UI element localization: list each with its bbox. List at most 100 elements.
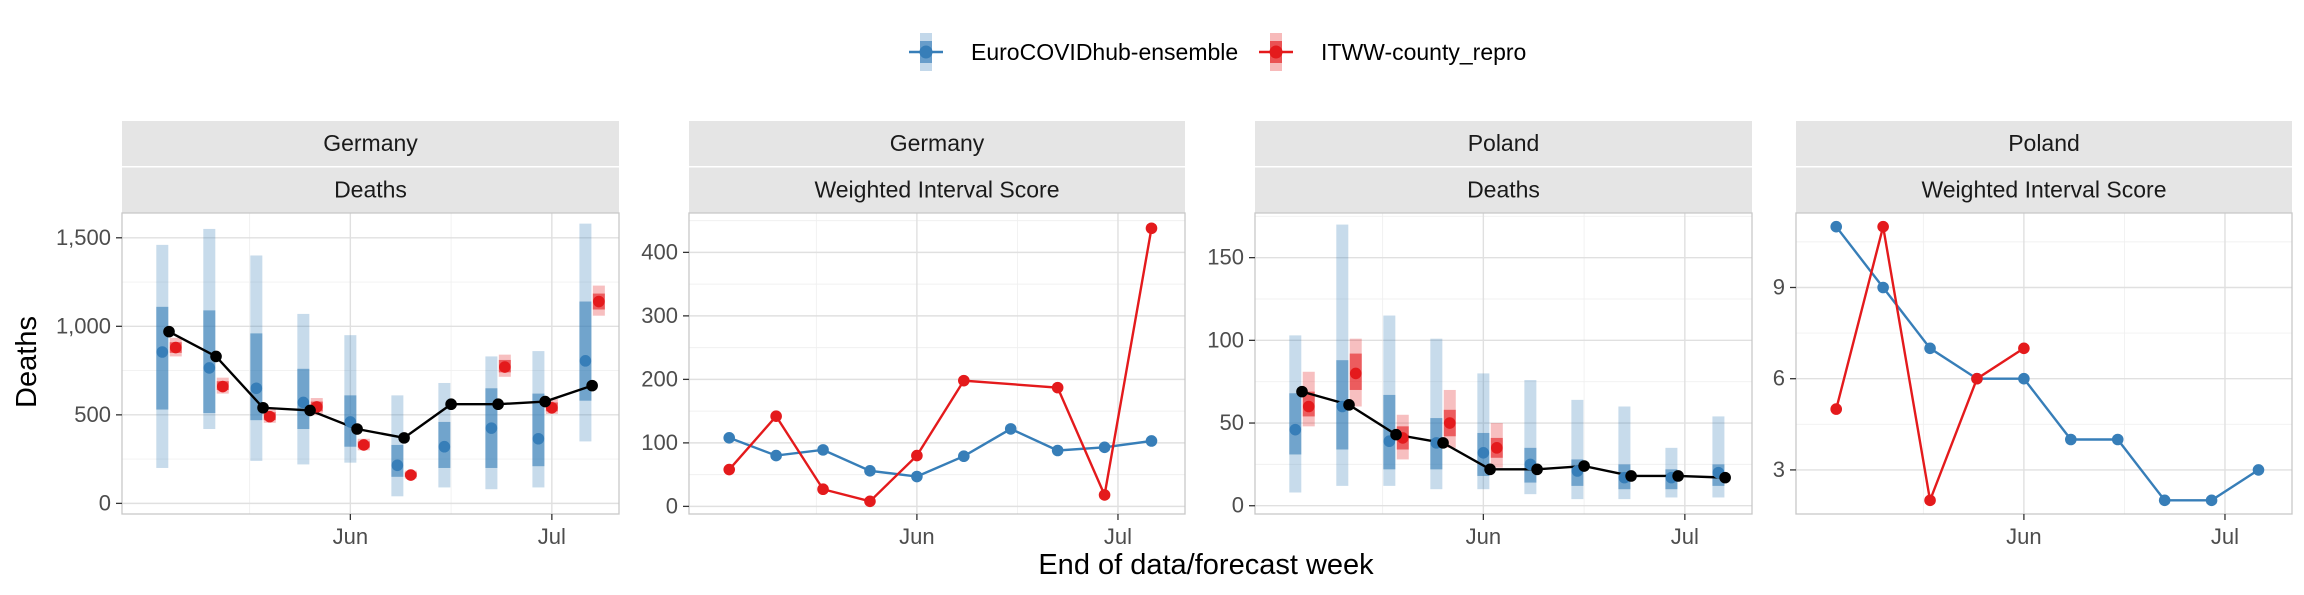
- series-point: [1877, 281, 1889, 294]
- prediction-interval-50-band: [532, 393, 545, 467]
- forecast-median-point: [263, 410, 276, 423]
- panel-border: [1254, 212, 1753, 515]
- observed-point: [539, 395, 551, 408]
- observed-point: [1343, 399, 1355, 411]
- panel-border: [121, 212, 620, 515]
- series-point: [1004, 423, 1017, 435]
- forecast-median-point: [1490, 442, 1503, 454]
- series-point: [911, 449, 923, 462]
- forecast-median-point: [169, 341, 182, 354]
- strip-background: [1796, 121, 2292, 166]
- observed-point: [257, 401, 269, 414]
- series-point: [2018, 372, 2030, 385]
- series-line: [1835, 225, 2260, 502]
- strip-background: [689, 121, 1185, 166]
- strip-background: [1255, 167, 1752, 213]
- strip-label: Deaths: [334, 177, 407, 203]
- series-point: [770, 449, 782, 462]
- legend-key-point: [919, 45, 933, 59]
- series-line: [1835, 226, 2025, 505]
- series-point: [1877, 220, 1889, 233]
- series-point: [2018, 342, 2030, 355]
- strip-label: Germany: [890, 130, 985, 156]
- forecast-median-point: [1477, 447, 1490, 459]
- observed-point: [398, 432, 410, 444]
- y-tick-label: 6: [1773, 366, 1785, 391]
- series-point: [1098, 441, 1111, 454]
- forecast-median-point: [1289, 423, 1302, 436]
- forecast-median-point: [357, 439, 370, 451]
- observed-point: [304, 404, 316, 417]
- observed-point: [492, 398, 504, 411]
- x-tick-label: Jul: [1104, 524, 1132, 549]
- forecast-median-point: [593, 295, 605, 308]
- observed-point: [586, 379, 598, 392]
- observed-point: [210, 350, 222, 363]
- observed-line: [168, 330, 593, 440]
- series-point: [1145, 222, 1158, 235]
- x-tick-label: Jun: [899, 524, 934, 549]
- forecast-median-point: [532, 432, 545, 445]
- panel-germany-wis: Germany Weighted Interval Score 0 100 200 300…: [641, 121, 1186, 549]
- prediction-interval-50-band: [156, 306, 169, 410]
- panel-germany-deaths: Germany Deaths 0 500 1,000 1,500 Jun Jul: [56, 121, 620, 549]
- forecast-median-point: [1443, 417, 1456, 429]
- x-tick-label: Jun: [2006, 524, 2041, 549]
- legend: EuroCOVIDhub-ensemble ITWW-county_repro: [909, 33, 1526, 71]
- forecast-median-point: [438, 440, 451, 453]
- series-point: [1830, 220, 1843, 233]
- strip-background: [1796, 167, 2292, 213]
- forecast-median-point: [485, 422, 498, 434]
- series-point: [911, 470, 923, 483]
- forecast-median-point: [297, 396, 310, 409]
- observed-point: [1296, 385, 1308, 398]
- observed-point: [1672, 470, 1684, 482]
- observed-point: [1531, 463, 1543, 476]
- legend-item: ITWW-county_repro: [1259, 33, 1526, 71]
- observed-line: [1301, 390, 1726, 479]
- series-point: [958, 450, 970, 463]
- series-point: [817, 483, 829, 496]
- strip-label: Weighted Interval Score: [814, 177, 1059, 203]
- forecast-median-point: [1349, 367, 1362, 380]
- series-point: [864, 465, 876, 477]
- forecast-median-point: [579, 355, 592, 367]
- gridlines: [122, 213, 619, 514]
- series-point: [817, 444, 829, 456]
- series-point: [864, 495, 876, 508]
- forecast-median-point: [391, 459, 404, 472]
- strip-label: Germany: [323, 130, 418, 156]
- strip-background: [1255, 121, 1752, 166]
- forecast-median-point: [203, 362, 216, 374]
- observed-point: [1437, 437, 1449, 449]
- series-point: [723, 463, 736, 476]
- legend-label: ITWW-county_repro: [1321, 39, 1526, 65]
- y-tick-label: 150: [1207, 245, 1244, 270]
- observed-point: [1484, 463, 1496, 476]
- x-tick-label: Jun: [1466, 524, 1501, 549]
- y-tick-label: 500: [74, 402, 111, 427]
- panel-border: [1795, 212, 2293, 515]
- legend-key-point: [1269, 45, 1283, 59]
- series-point: [2252, 464, 2265, 476]
- panel-border: [688, 212, 1186, 515]
- observed-point: [1390, 428, 1402, 441]
- legend-label: EuroCOVIDhub-ensemble: [971, 39, 1238, 65]
- strip-label: Poland: [1468, 130, 1540, 156]
- series-point: [1971, 372, 1983, 385]
- series-point: [1924, 494, 1936, 507]
- strip-background: [122, 167, 619, 213]
- forecast-median-point: [156, 346, 169, 358]
- y-axis-title: Deaths: [11, 316, 43, 408]
- legend-item: EuroCOVIDhub-ensemble: [909, 33, 1238, 71]
- y-tick-label: 200: [641, 366, 678, 391]
- y-tick-label: 400: [641, 239, 678, 264]
- series-point: [1051, 381, 1064, 394]
- panel-poland-deaths: Poland Deaths 0 50 100 150 Jun Jul: [1207, 121, 1753, 549]
- y-tick-label: 50: [1220, 410, 1244, 435]
- observed-point: [1625, 470, 1637, 482]
- observed-point: [445, 398, 457, 411]
- series-point: [1098, 489, 1111, 501]
